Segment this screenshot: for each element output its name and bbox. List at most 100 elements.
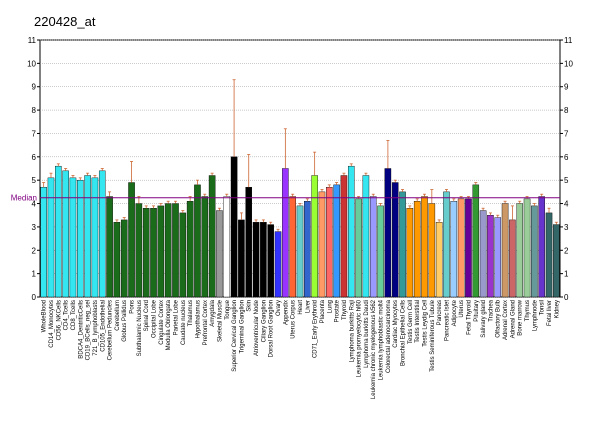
y-tick-label: 6 xyxy=(32,153,37,162)
y2-tick-label: 1 xyxy=(564,270,569,279)
x-tick-label: Liver xyxy=(305,300,311,313)
y-tick-label: 7 xyxy=(32,129,37,138)
bar xyxy=(164,203,172,298)
bar xyxy=(113,222,121,298)
y2-tick-label: 2 xyxy=(564,246,569,255)
x-tick-label: Pituitary xyxy=(474,300,480,322)
bar xyxy=(531,205,538,298)
y-tick-label: 8 xyxy=(32,106,37,115)
bar xyxy=(208,175,216,298)
bar xyxy=(267,224,274,298)
x-tick-label: Parietal Lobe xyxy=(173,299,179,335)
bar xyxy=(501,203,509,298)
x-tick-label: Uterus xyxy=(459,300,465,318)
x-tick-label: WholeBlood xyxy=(42,300,48,332)
bar xyxy=(553,224,560,298)
bar xyxy=(523,198,531,298)
bar xyxy=(465,198,472,298)
median-label: Median xyxy=(11,194,37,203)
bar xyxy=(62,170,69,298)
x-tick-label: Appendix xyxy=(283,300,289,325)
bar xyxy=(435,222,443,298)
x-tick-label: Tonsil xyxy=(540,300,546,315)
x-tick-label: Dorsal Root Ganglion xyxy=(269,300,275,357)
x-tick-label: Bone marrow xyxy=(518,299,524,335)
x-tick-label: Caudate nucleus xyxy=(181,300,187,345)
x-tick-label: Hypothalamus xyxy=(195,300,201,338)
x-tick-label: Olfactory Bulb xyxy=(496,299,502,337)
bar xyxy=(40,186,47,298)
x-tick-label: CD56_NKCells xyxy=(56,300,62,340)
bar xyxy=(326,186,333,298)
x-tick-label: Leukemia chronic myelogenous k562 xyxy=(371,299,377,399)
x-tick-label: Testis Germ Cell xyxy=(408,300,414,344)
bar xyxy=(333,184,340,298)
bar xyxy=(487,215,494,298)
bar xyxy=(252,222,260,298)
bar xyxy=(179,212,187,298)
bar xyxy=(443,191,450,298)
x-tick-label: Skin xyxy=(247,300,253,312)
x-tick-label: Superior Cervical Ganglion xyxy=(232,300,238,372)
bar xyxy=(55,165,62,298)
x-tick-label: Testis Interstitial xyxy=(415,300,421,343)
bar xyxy=(494,217,502,298)
bar xyxy=(106,196,113,298)
bar xyxy=(377,205,384,298)
y-tick-label: 0 xyxy=(32,293,37,302)
bar xyxy=(296,205,304,298)
x-tick-label: Prostate xyxy=(335,299,341,322)
x-tick-label: Colorectal adenocarcinoma xyxy=(386,299,392,373)
bar xyxy=(150,208,157,298)
x-tick-label: Occipital Lobe xyxy=(152,299,158,338)
y-tick-label: 5 xyxy=(32,176,37,185)
x-tick-label: Thymus xyxy=(525,300,531,321)
x-tick-label: Lymphoma burkitts Daudi xyxy=(364,300,370,368)
bar xyxy=(289,196,296,298)
bar xyxy=(120,219,128,298)
y2-tick-label: 5 xyxy=(564,176,569,185)
x-tick-label: Fetal liver xyxy=(547,300,553,326)
bar xyxy=(47,177,55,298)
bar xyxy=(69,177,77,298)
x-tick-label: Pons xyxy=(130,300,136,314)
x-tick-label: Testis Leydig Cell xyxy=(423,300,429,347)
bar xyxy=(369,196,377,298)
x-tick-label: Trachea xyxy=(488,299,494,321)
x-tick-label: Tongue xyxy=(225,299,231,319)
bar xyxy=(399,191,406,298)
x-tick-label: Testis Seminiferous Tubule xyxy=(430,299,436,371)
bar xyxy=(157,205,165,298)
bar xyxy=(186,201,194,298)
bar xyxy=(223,196,231,298)
bar xyxy=(135,203,143,298)
x-tick-label: Leukemia promyelocytic hl60 xyxy=(357,299,363,377)
x-tick-label: Adipocyte xyxy=(452,299,458,326)
x-tick-label: Ciliary Ganglion xyxy=(261,300,267,342)
bar xyxy=(128,182,135,298)
y2-tick-label: 11 xyxy=(564,36,573,45)
y-tick-label: 3 xyxy=(32,223,37,232)
x-tick-label: CD14_Monocytes xyxy=(49,300,55,348)
x-tick-label: Cerebellum xyxy=(115,300,121,331)
x-tick-label: Thyroid xyxy=(342,300,348,320)
bar xyxy=(428,203,436,298)
bar xyxy=(384,168,392,298)
y2-tick-label: 7 xyxy=(564,129,569,138)
chart-title: 220428_at xyxy=(34,14,96,29)
x-tick-label: Uterus Corpus xyxy=(291,300,297,339)
x-tick-label: Lymphoma burkitts Raji xyxy=(349,300,355,362)
x-tick-label: Salivary gland xyxy=(481,300,487,338)
x-tick-label: BDCA4_DentriticCells xyxy=(78,300,84,359)
x-tick-label: Amygdala xyxy=(210,299,216,326)
x-tick-label: Pancreas xyxy=(437,300,443,325)
bar xyxy=(509,219,516,298)
bar xyxy=(84,175,91,298)
bar xyxy=(347,165,355,298)
bar xyxy=(457,198,465,298)
bar xyxy=(413,201,421,298)
x-tick-label: Fetal Thyroid xyxy=(466,300,472,335)
x-tick-label: Globus Pallidus xyxy=(122,300,128,342)
bar xyxy=(304,201,311,298)
